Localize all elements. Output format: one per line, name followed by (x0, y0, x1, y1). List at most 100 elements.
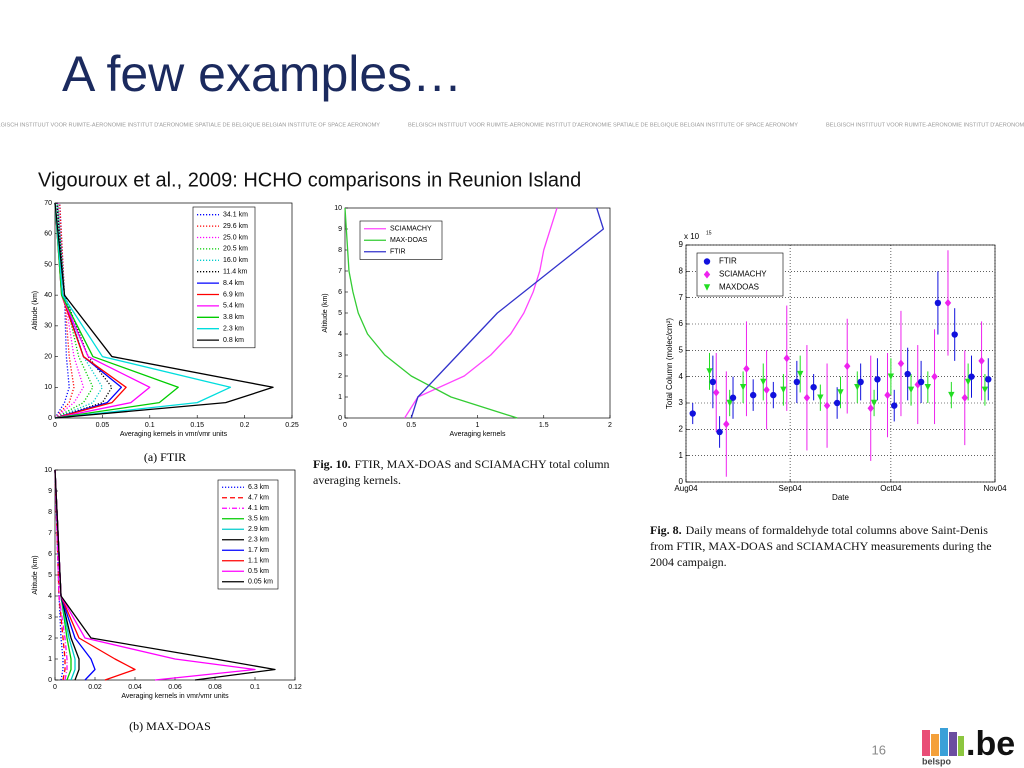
legend-label: 2.9 km (248, 526, 269, 533)
x-tick-label: Aug04 (674, 484, 698, 493)
legend-label: 2.3 km (248, 537, 269, 544)
data-point (709, 378, 717, 386)
caption-text: Daily means of formaldehyde total column… (650, 523, 992, 569)
data-point (907, 386, 915, 394)
data-point (726, 399, 733, 407)
x-tick-label: 1 (476, 422, 480, 429)
x-tick-label: 1.5 (539, 422, 549, 429)
legend-label: 20.5 km (223, 246, 248, 253)
legend-label: 3.8 km (223, 314, 244, 321)
data-point (833, 399, 841, 407)
x-tick-label: 0 (343, 422, 347, 429)
kernel-curve (344, 207, 518, 419)
logo-text: belspo (922, 756, 952, 766)
y-tick-label: 50 (44, 261, 52, 268)
y-tick-label: 7 (48, 530, 52, 537)
data-point (713, 388, 720, 397)
legend-marker (703, 270, 711, 279)
caption-label: (b) MAX-DOAS (129, 719, 211, 733)
y-tick-label: 10 (44, 467, 52, 474)
x-tick-label: 0.06 (168, 684, 182, 691)
data-point (968, 373, 975, 380)
slide-title: A few examples… (62, 46, 462, 102)
data-point (706, 368, 713, 375)
y-tick-label: 8 (48, 509, 52, 516)
y-tick-label: 9 (679, 240, 684, 249)
x-tick-label: 0.1 (145, 422, 155, 429)
caption-text: FTIR, MAX-DOAS and SCIAMACHY total colum… (313, 457, 610, 487)
legend-label: 34.1 km (223, 212, 248, 219)
scale-exponent: 15 (706, 230, 712, 236)
data-point (796, 370, 804, 378)
x-tick-label: 0.25 (285, 422, 299, 429)
kernel-curve (54, 202, 113, 419)
data-point (770, 391, 777, 399)
legend-label: 3.5 km (248, 516, 269, 523)
x-tick-label: Oct04 (880, 484, 902, 493)
x-tick-label: 0.08 (208, 684, 222, 691)
caption: Fig. 10. FTIR, MAX-DOAS and SCIAMACHY tot… (313, 456, 628, 488)
data-point (948, 391, 955, 399)
x-tick-label: 0 (53, 422, 57, 429)
data-point (870, 399, 878, 407)
y-tick-label: 4 (679, 372, 684, 381)
x-axis-label: Averaging kernels (450, 431, 506, 438)
legend-label: 0.5 km (248, 568, 269, 575)
data-point (743, 364, 750, 373)
legend-label: 29.6 km (223, 223, 248, 230)
y-tick-label: 9 (48, 488, 52, 495)
caption: Fig. 8. Daily means of formaldehyde total… (650, 522, 1012, 570)
kernel-curve (54, 202, 179, 419)
data-point (874, 376, 881, 383)
legend-label: 8.4 km (223, 280, 244, 287)
data-point (729, 394, 737, 401)
caption-label: Fig. 8. (650, 523, 682, 537)
kernel-curve (54, 469, 68, 681)
legend-label: 25.0 km (223, 234, 248, 241)
data-point (931, 372, 938, 381)
y-axis-label: Altitude (km) (32, 291, 39, 330)
y-tick-label: 0 (48, 415, 52, 422)
kernel-curve (410, 207, 605, 419)
kernel-curve (54, 469, 276, 681)
y-tick-label: 9 (338, 226, 342, 233)
data-point (887, 373, 895, 380)
kernel-curve (54, 469, 66, 681)
data-point (793, 378, 801, 386)
y-tick-label: 30 (44, 323, 52, 330)
y-tick-label: 6 (679, 319, 684, 328)
y-tick-label: 3 (48, 614, 52, 621)
legend-label: 5.4 km (223, 303, 244, 310)
data-point (783, 354, 790, 363)
data-point (723, 420, 730, 429)
x-tick-label: Nov04 (983, 484, 1007, 493)
data-point (961, 393, 968, 402)
data-point (944, 298, 952, 307)
y-axis-label: Total Column (molec/cm²) (665, 318, 674, 409)
x-axis-label: Averaging kernels in vmr/vmr units (120, 431, 228, 438)
data-point (978, 356, 985, 365)
legend-label: 6.9 km (223, 291, 244, 298)
x-tick-label: Sep04 (779, 484, 803, 493)
x-tick-label: 0.04 (128, 684, 142, 691)
y-tick-label: 5 (48, 572, 52, 579)
y-tick-label: 7 (679, 293, 684, 302)
x-tick-label: 2 (608, 422, 612, 429)
data-point (844, 362, 851, 371)
x-axis-label: Averaging kernels in vmr/vmr units (121, 693, 229, 700)
x-tick-label: 0.5 (406, 422, 416, 429)
scale-label: x 10 (684, 232, 700, 241)
data-point (749, 391, 757, 399)
data-point (780, 386, 787, 394)
x-tick-label: 0.2 (240, 422, 250, 429)
y-tick-label: 0 (338, 415, 342, 422)
legend-label: SCIAMACHY (719, 270, 767, 279)
data-point (823, 401, 831, 410)
legend-label: FTIR (390, 249, 406, 256)
y-tick-label: 10 (44, 384, 52, 391)
legend-label: SCIAMACHY (390, 226, 432, 233)
data-point (867, 404, 874, 413)
data-point (857, 378, 864, 386)
legend-label: FTIR (719, 257, 737, 266)
banner-text: BELGISCH INSTITUUT VOOR RUIMTE-AERONOMIE… (408, 122, 798, 128)
